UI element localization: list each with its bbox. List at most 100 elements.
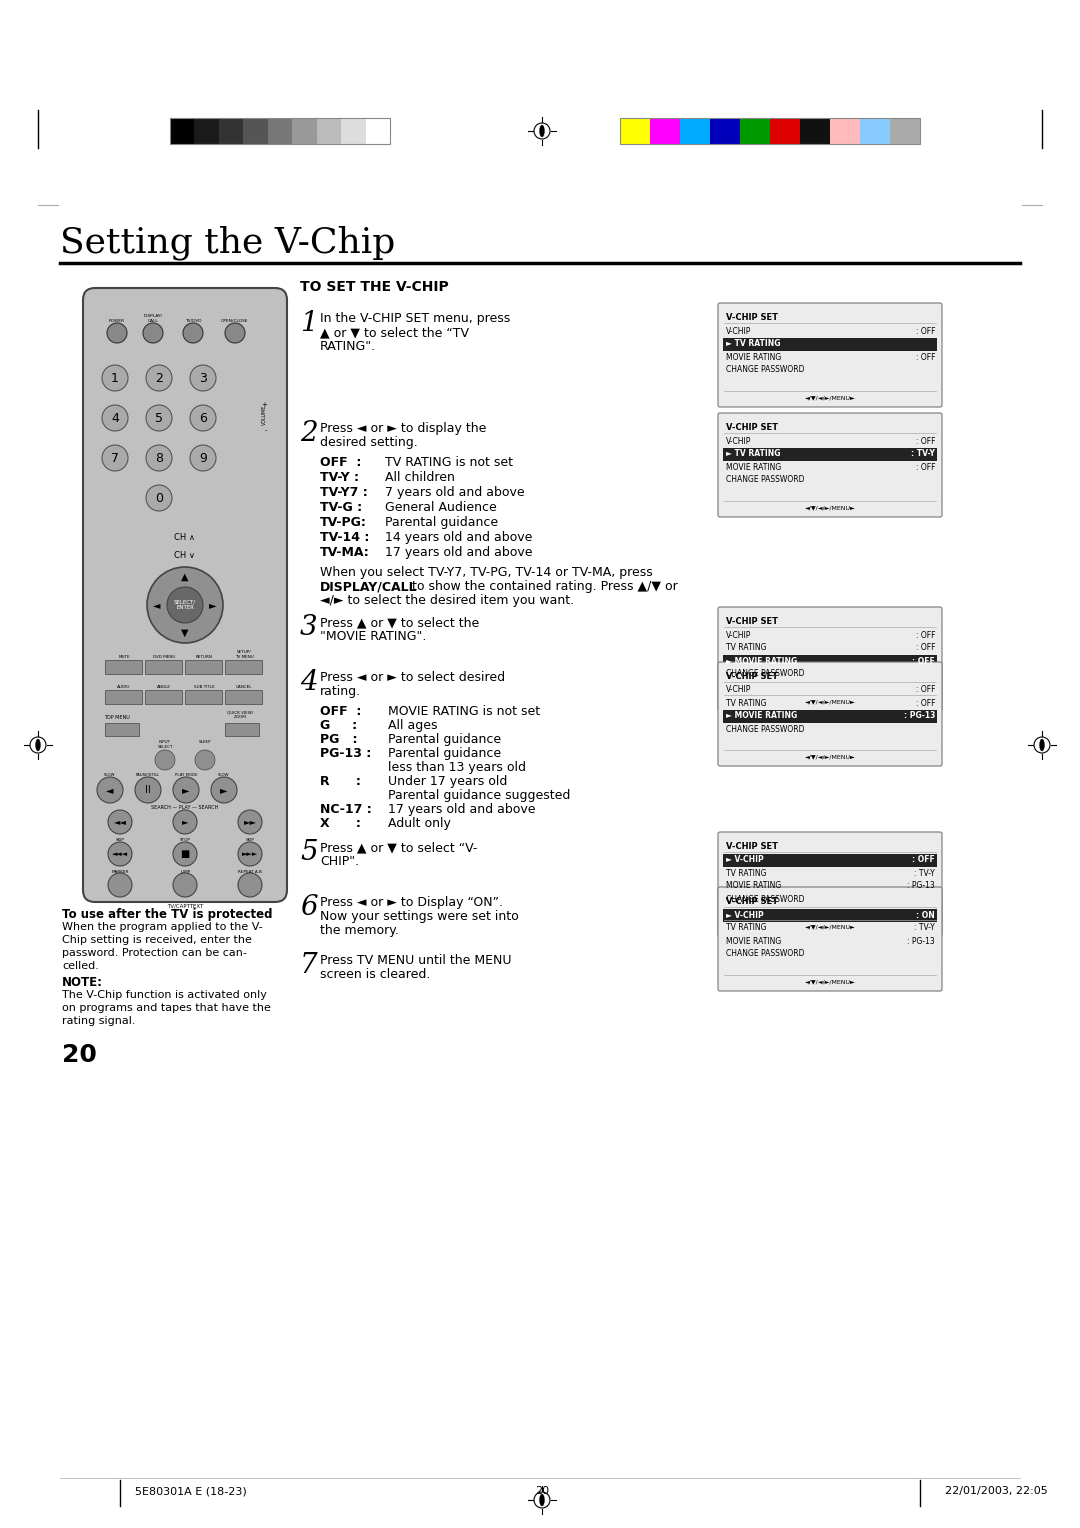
- Text: V-CHIP SET: V-CHIP SET: [726, 617, 778, 626]
- Text: 1: 1: [111, 371, 119, 385]
- Text: ◄/▼/◄/►/MENU►: ◄/▼/◄/►/MENU►: [805, 506, 855, 510]
- Ellipse shape: [36, 740, 40, 750]
- Text: less than 13 years old: less than 13 years old: [388, 761, 526, 775]
- Text: 5: 5: [156, 411, 163, 425]
- Text: TV-Y :: TV-Y :: [320, 471, 359, 484]
- Text: ►: ►: [183, 785, 190, 795]
- Text: TV RATING: TV RATING: [726, 698, 767, 707]
- Circle shape: [238, 872, 262, 897]
- Text: CHANGE PASSWORD: CHANGE PASSWORD: [726, 894, 805, 903]
- Text: +: +: [261, 402, 267, 408]
- Bar: [105, 691, 141, 704]
- Text: PAUSE/STILL: PAUSE/STILL: [136, 773, 160, 778]
- Text: In the V-CHIP SET menu, press: In the V-CHIP SET menu, press: [320, 312, 510, 325]
- Bar: [105, 660, 141, 674]
- Bar: [219, 118, 243, 144]
- Text: 7 years old and above: 7 years old and above: [384, 486, 525, 500]
- Text: : OFF: : OFF: [916, 437, 935, 446]
- Text: When the program applied to the V-: When the program applied to the V-: [62, 921, 262, 932]
- Text: TO SET THE V-CHIP: TO SET THE V-CHIP: [300, 280, 449, 293]
- Text: CHANGE PASSWORD: CHANGE PASSWORD: [726, 669, 805, 678]
- Text: Press ◄ or ► to Display “ON”.: Press ◄ or ► to Display “ON”.: [320, 895, 503, 909]
- Text: PG-13 :: PG-13 :: [320, 747, 372, 759]
- Text: PG   :: PG :: [320, 733, 357, 746]
- Text: Setting the V-Chip: Setting the V-Chip: [60, 225, 395, 260]
- Text: G     :: G :: [320, 720, 357, 732]
- Text: NOTE:: NOTE:: [62, 976, 103, 989]
- Text: CHANGE PASSWORD: CHANGE PASSWORD: [726, 475, 805, 484]
- Text: -: -: [265, 426, 267, 432]
- Text: NC-17 :: NC-17 :: [320, 804, 372, 816]
- Text: SKIP: SKIP: [245, 837, 255, 842]
- Circle shape: [167, 587, 203, 623]
- Text: Now your settings were set into: Now your settings were set into: [320, 911, 518, 923]
- Text: : PG-13: : PG-13: [907, 937, 935, 946]
- Text: ►: ►: [210, 601, 217, 610]
- FancyBboxPatch shape: [718, 886, 942, 992]
- Text: 6: 6: [300, 894, 318, 921]
- Text: V-CHIP SET: V-CHIP SET: [726, 672, 778, 681]
- Text: V-CHIP SET: V-CHIP SET: [726, 313, 778, 322]
- Text: : TV-Y: : TV-Y: [912, 449, 935, 458]
- Text: : OFF: : OFF: [916, 698, 935, 707]
- Text: REPEAT A-B: REPEAT A-B: [238, 869, 262, 874]
- Text: ▲: ▲: [181, 571, 189, 582]
- Bar: [680, 118, 710, 144]
- Circle shape: [225, 322, 245, 342]
- Text: : PG-13: : PG-13: [907, 882, 935, 891]
- Text: All children: All children: [384, 471, 455, 484]
- Text: DVD MENU: DVD MENU: [152, 656, 175, 659]
- Circle shape: [238, 842, 262, 866]
- Text: : OFF: : OFF: [913, 856, 935, 865]
- Bar: [225, 691, 262, 704]
- Text: STOP: STOP: [179, 837, 190, 842]
- Text: ◄: ◄: [153, 601, 161, 610]
- Text: ► MOVIE RATING: ► MOVIE RATING: [726, 657, 797, 666]
- Text: ►►: ►►: [243, 817, 257, 827]
- Text: V-CHIP: V-CHIP: [726, 327, 752, 336]
- Text: rating signal.: rating signal.: [62, 1016, 135, 1025]
- Circle shape: [183, 322, 203, 342]
- Bar: [723, 448, 937, 461]
- Text: OFF  :: OFF :: [320, 704, 362, 718]
- Text: "MOVIE RATING".: "MOVIE RATING".: [320, 630, 427, 643]
- Text: ►: ►: [220, 785, 228, 795]
- Text: 7: 7: [300, 952, 318, 979]
- Bar: [225, 660, 262, 674]
- Circle shape: [173, 872, 197, 897]
- Text: CHANGE PASSWORD: CHANGE PASSWORD: [726, 724, 805, 733]
- Text: MUTE: MUTE: [118, 656, 130, 659]
- Text: TV RATING: TV RATING: [726, 643, 767, 652]
- Text: TOP MENU: TOP MENU: [104, 715, 130, 720]
- Text: ■: ■: [180, 850, 190, 859]
- Text: ► MOVIE RATING: ► MOVIE RATING: [726, 712, 797, 721]
- Text: : ON: : ON: [916, 911, 935, 920]
- Text: Parental guidance: Parental guidance: [388, 733, 501, 746]
- Bar: [268, 118, 293, 144]
- Text: TV-G :: TV-G :: [320, 501, 362, 513]
- Text: ►: ►: [181, 817, 188, 827]
- Text: CANCEL: CANCEL: [235, 685, 253, 689]
- Text: ► V-CHIP: ► V-CHIP: [726, 911, 764, 920]
- Text: CHANGE PASSWORD: CHANGE PASSWORD: [726, 949, 805, 958]
- Circle shape: [143, 322, 163, 342]
- Bar: [170, 118, 194, 144]
- Text: OFF  :: OFF :: [320, 455, 362, 469]
- Text: Press ◄ or ► to select desired: Press ◄ or ► to select desired: [320, 671, 505, 685]
- Text: Press ▲ or ▼ to select the: Press ▲ or ▼ to select the: [320, 616, 480, 630]
- Text: : OFF: : OFF: [913, 657, 935, 666]
- FancyBboxPatch shape: [718, 833, 942, 937]
- Text: : TV-Y: : TV-Y: [915, 868, 935, 877]
- Text: OPEN/CLOSE: OPEN/CLOSE: [221, 319, 248, 322]
- Text: ► TV RATING: ► TV RATING: [726, 449, 781, 458]
- Text: : OFF: : OFF: [916, 631, 935, 640]
- Text: MOVIE RATING: MOVIE RATING: [726, 882, 781, 891]
- Text: 5E80301A E (18-23): 5E80301A E (18-23): [135, 1487, 246, 1496]
- FancyBboxPatch shape: [83, 287, 287, 902]
- Text: TV RATING: TV RATING: [726, 923, 767, 932]
- Text: SEARCH — PLAY — SEARCH: SEARCH — PLAY — SEARCH: [151, 805, 218, 810]
- Ellipse shape: [540, 125, 544, 138]
- Text: SELECT/
ENTER: SELECT/ ENTER: [174, 599, 197, 610]
- Text: DISPLAY/CALL: DISPLAY/CALL: [320, 581, 418, 593]
- Text: 22/01/2003, 22:05: 22/01/2003, 22:05: [945, 1487, 1048, 1496]
